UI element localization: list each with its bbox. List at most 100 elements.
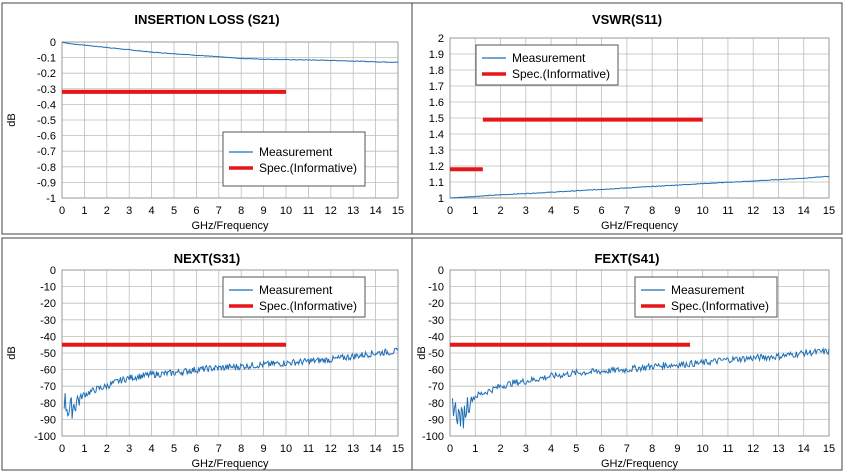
y-tick-label: 1.5 — [429, 113, 444, 125]
x-tick-label: 5 — [171, 443, 177, 455]
y-tick-label: -0.7 — [37, 146, 56, 158]
legend-box — [222, 131, 366, 187]
x-tick-label: 14 — [798, 205, 810, 217]
x-tick-label: 5 — [573, 443, 579, 455]
chart-panel-4: FEXT(S41)0 1 2 3 4 5 6 7 8 9 10 11 12 13 14 150-10-20-3… — [411, 237, 843, 471]
y-tick-label: -30 — [40, 315, 56, 327]
y-tick-label: -90 — [428, 414, 444, 426]
y-tick-label: -0.1 — [37, 53, 56, 65]
y-tick-label: -0.3 — [37, 84, 56, 96]
y-tick-label: -40 — [428, 331, 444, 343]
y-tick-label: -0.6 — [37, 131, 56, 143]
x-tick-label: 1 — [472, 205, 478, 217]
legend-label: Spec.(Informative) — [259, 299, 357, 313]
x-tick-label: 14 — [369, 205, 381, 217]
x-tick-label: 3 — [126, 443, 132, 455]
y-tick-label: -60 — [40, 365, 56, 377]
y-tick-label: -80 — [40, 398, 56, 410]
x-tick-label: 14 — [798, 443, 810, 455]
x-tick-label: 4 — [149, 443, 155, 455]
x-tick-label: 13 — [347, 205, 359, 217]
x-tick-label: 10 — [697, 443, 709, 455]
x-tick-label: 10 — [280, 443, 292, 455]
y-tick-label: -0.4 — [37, 99, 56, 111]
x-tick-label: 8 — [649, 443, 655, 455]
x-tick-label: 10 — [280, 205, 292, 217]
chart-panel-1: INSERTION LOSS (S21)0 1 2 3 4 5 6 7 8 9 10 11 12 13 14… — [1, 2, 413, 235]
y-tick-label: -0.2 — [37, 68, 56, 80]
chart-title: FEXT(S41) — [594, 251, 659, 266]
legend: Measurement Spec.(Informative) — [222, 276, 366, 318]
legend-label: Measurement — [259, 283, 333, 297]
chart-title: VSWR(S11) — [592, 12, 662, 27]
x-tick-label: 14 — [369, 443, 381, 455]
y-axis-label: dB — [6, 113, 18, 126]
x-tick-label: 1 — [472, 443, 478, 455]
x-axis-label: GHz/Frequency — [601, 220, 679, 232]
panel-frame — [1, 2, 413, 235]
x-tick-label: 6 — [599, 443, 605, 455]
legend-label: Measurement — [512, 51, 586, 65]
y-tick-label: -100 — [34, 431, 56, 443]
x-tick-label: 9 — [261, 443, 267, 455]
x-tick-label: 9 — [674, 443, 680, 455]
x-tick-label: 3 — [126, 205, 132, 217]
y-axis-label: dB — [6, 346, 18, 359]
series-measurement-line — [61, 41, 399, 63]
x-tick-label: 0 — [447, 443, 453, 455]
y-tick-label: -0.8 — [37, 162, 56, 174]
x-tick-label: 6 — [193, 205, 199, 217]
x-tick-label: 8 — [238, 205, 244, 217]
y-tick-label: -20 — [40, 298, 56, 310]
x-tick-label: 2 — [497, 205, 503, 217]
x-tick-label: 0 — [447, 205, 453, 217]
y-tick-label: 1.4 — [429, 129, 444, 141]
x-tick-label: 5 — [573, 205, 579, 217]
x-tick-label: 4 — [548, 443, 554, 455]
panel-frame — [1, 237, 413, 471]
y-tick-label: -60 — [428, 365, 444, 377]
plot-area — [61, 269, 399, 437]
x-tick-label: 9 — [261, 205, 267, 217]
y-tick-label: 1.8 — [429, 65, 444, 77]
y-tick-label: -0.5 — [37, 115, 56, 127]
y-tick-label: -1 — [46, 193, 56, 205]
y-tick-label: 0 — [50, 37, 56, 49]
x-tick-label: 7 — [624, 205, 630, 217]
series-measurement-line — [449, 175, 830, 199]
y-tick-label: 1.6 — [429, 97, 444, 109]
x-tick-label: 6 — [193, 443, 199, 455]
x-tick-label: 2 — [104, 443, 110, 455]
y-tick-label: -70 — [40, 381, 56, 393]
series-measurement-line — [63, 347, 399, 419]
x-tick-label: 4 — [548, 205, 554, 217]
y-tick-label: 0 — [50, 265, 56, 277]
x-tick-label: 13 — [772, 443, 784, 455]
y-tick-label: -0.9 — [37, 177, 56, 189]
legend-label: Measurement — [259, 145, 333, 159]
x-tick-label: 11 — [303, 443, 314, 455]
x-tick-label: 1 — [81, 443, 87, 455]
x-tick-label: 11 — [722, 443, 733, 455]
y-tick-label: 1.7 — [429, 81, 444, 93]
x-tick-label: 7 — [216, 443, 222, 455]
legend-label: Spec.(Informative) — [512, 67, 610, 81]
x-tick-label: 0 — [59, 443, 65, 455]
chart-title: INSERTION LOSS (S21) — [134, 12, 279, 27]
x-tick-label: 5 — [171, 205, 177, 217]
y-tick-label: 0 — [438, 265, 444, 277]
y-tick-label: 1.2 — [429, 161, 444, 173]
x-axis-label: GHz/Frequency — [601, 458, 679, 470]
x-tick-label: 7 — [216, 205, 222, 217]
y-axis-label: dB — [416, 346, 428, 359]
legend: Measurement Spec.(Informative) — [475, 44, 619, 86]
y-tick-label: 1.9 — [429, 49, 444, 61]
x-tick-label: 4 — [149, 205, 155, 217]
plot-area — [61, 41, 399, 199]
legend-box — [222, 276, 366, 318]
x-tick-label: 12 — [747, 443, 759, 455]
plot-area — [449, 269, 830, 437]
x-tick-label: 15 — [823, 443, 835, 455]
x-tick-label: 13 — [772, 205, 784, 217]
x-tick-label: 3 — [523, 205, 529, 217]
